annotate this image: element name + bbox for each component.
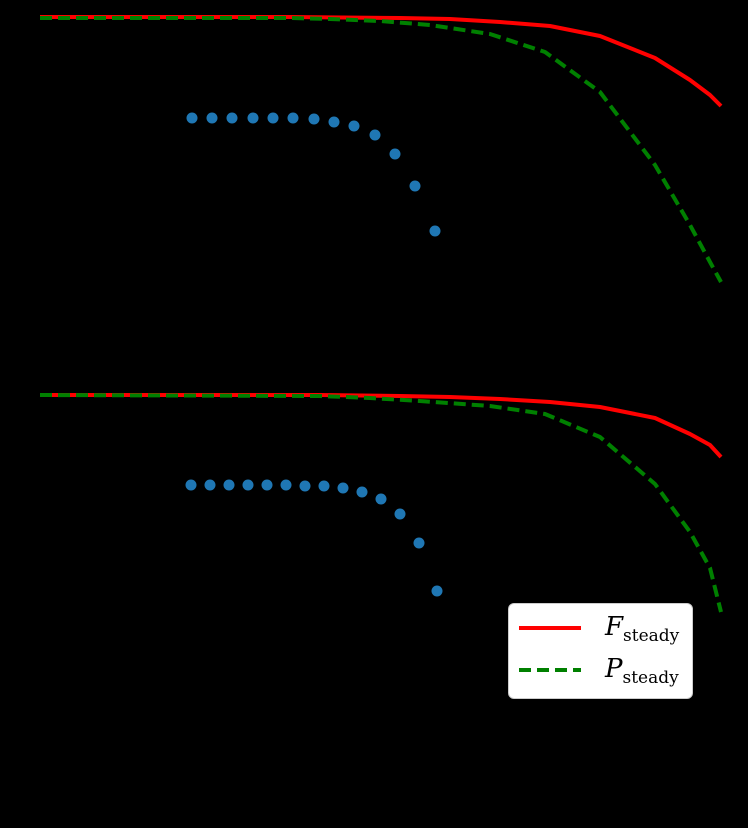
data-point-marker bbox=[389, 148, 401, 160]
data-point-marker bbox=[261, 479, 273, 491]
data-point-marker bbox=[280, 479, 292, 491]
data-point-marker bbox=[267, 112, 279, 124]
legend-box: Fsteady Psteady bbox=[508, 603, 693, 699]
data-point-marker bbox=[287, 112, 299, 124]
P_steady-curve bbox=[40, 16, 723, 283]
data-point-marker bbox=[308, 113, 320, 125]
data-point-marker bbox=[409, 180, 421, 192]
F_steady-curve bbox=[40, 15, 723, 108]
solid-line-swatch-icon bbox=[519, 626, 581, 630]
data-point-marker bbox=[299, 480, 311, 492]
data-point-marker bbox=[247, 112, 259, 124]
top-panel-plot bbox=[40, 15, 723, 283]
data-point-marker bbox=[223, 479, 235, 491]
dashed-line-swatch-icon bbox=[519, 668, 581, 672]
data-point-marker bbox=[413, 537, 425, 549]
data-point-marker bbox=[375, 493, 387, 505]
data-point-marker bbox=[242, 479, 254, 491]
data-point-marker bbox=[356, 486, 368, 498]
data-point-marker bbox=[369, 129, 381, 141]
legend-subscript: steady bbox=[623, 626, 680, 646]
data-point-marker bbox=[318, 480, 330, 492]
P_steady-curve bbox=[39, 393, 723, 613]
data-point-marker bbox=[394, 508, 406, 520]
data-point-marker bbox=[337, 482, 349, 494]
legend-item-purity: Psteady bbox=[509, 654, 692, 694]
data-point-marker bbox=[328, 116, 340, 128]
data-point-marker bbox=[429, 225, 441, 237]
data-point-marker bbox=[186, 112, 198, 124]
legend-symbol: P bbox=[605, 654, 623, 684]
data-point-marker bbox=[204, 479, 216, 491]
legend-symbol: F bbox=[605, 612, 624, 642]
bottom-panel-plot bbox=[39, 393, 723, 613]
data-point-marker bbox=[348, 120, 360, 132]
data-point-marker bbox=[226, 112, 238, 124]
data-point-marker bbox=[185, 479, 197, 491]
legend-label-fidelity: Fsteady bbox=[605, 612, 679, 646]
legend-subscript: steady bbox=[622, 668, 679, 688]
data-point-marker bbox=[206, 112, 218, 124]
F_steady-curve bbox=[40, 393, 723, 459]
data-point-marker bbox=[431, 585, 443, 597]
legend-item-fidelity: Fsteady bbox=[509, 612, 692, 652]
legend-label-purity: Psteady bbox=[605, 654, 679, 688]
